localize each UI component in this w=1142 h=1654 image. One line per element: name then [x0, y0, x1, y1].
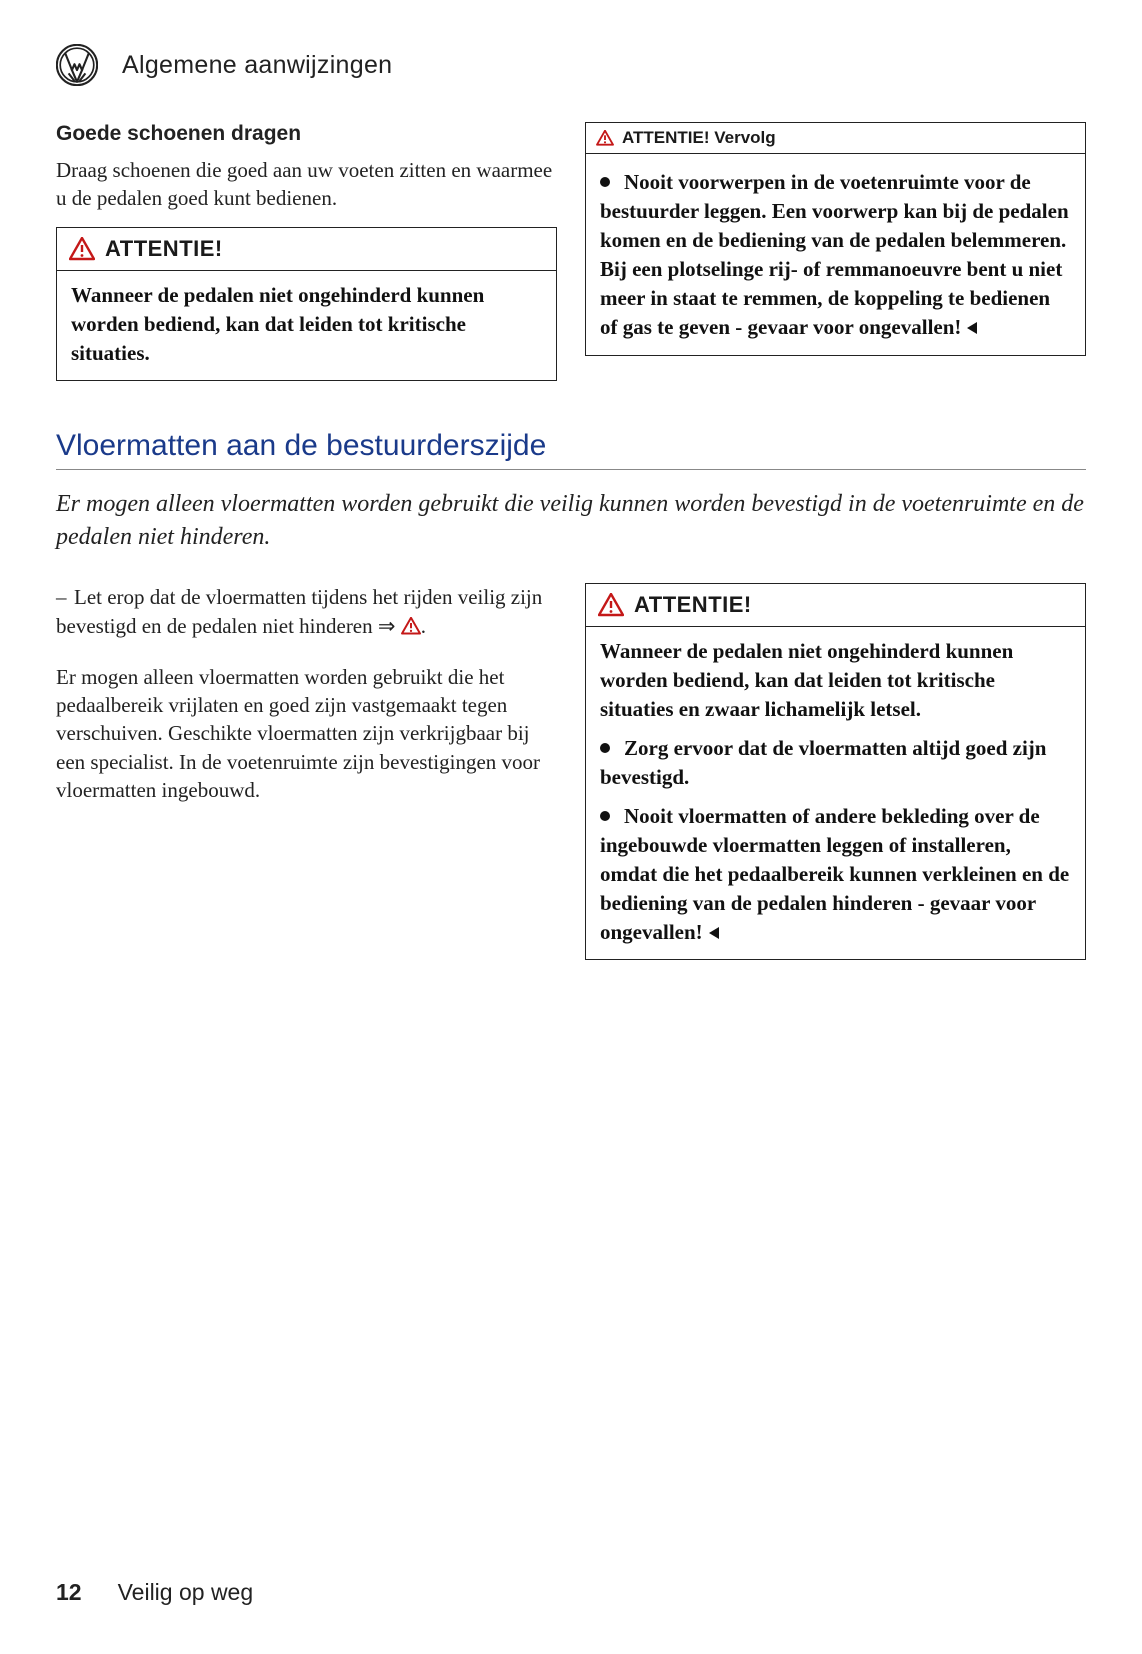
col-left-2: –Let erop dat de vloermatten tijdens het…: [56, 583, 557, 975]
section-intro: Er mogen alleen vloermatten worden gebru…: [56, 488, 1086, 555]
subhead-shoes: Goede schoenen dragen: [56, 122, 557, 146]
attentie-bullet-2: Nooit vloermatten of andere bekleding ov…: [600, 802, 1071, 948]
warning-triangle-icon: [69, 237, 95, 261]
page-footer: 12 Veilig op weg: [56, 1579, 253, 1606]
warning-triangle-icon: [598, 593, 624, 617]
dash-text-post: .: [421, 614, 426, 638]
footer-section: Veilig op weg: [118, 1579, 254, 1606]
attentie-cont-label: ATTENTIE! Vervolg: [622, 128, 776, 148]
body-floormats: Er mogen alleen vloermatten worden gebru…: [56, 663, 557, 805]
attentie-text: Wanneer de pedalen niet ongehinderd kunn…: [71, 281, 542, 368]
dash-text-pre: Let erop dat de vloermatten tijdens het …: [56, 585, 542, 638]
col-right-2: ATTENTIE! Wanneer de pedalen niet ongehi…: [585, 583, 1086, 975]
bullet-icon: [600, 811, 610, 821]
bullet-text: Zorg ervoor dat de vloermatten altijd go…: [600, 736, 1046, 789]
bullet-icon: [600, 743, 610, 753]
page-header: Algemene aanwijzingen: [56, 44, 1086, 86]
dash-icon: –: [56, 583, 74, 612]
page-number: 12: [56, 1579, 82, 1606]
section-heading-floormats: Vloermatten aan de bestuurderszijde: [56, 429, 1086, 470]
attentie-cont-body: Nooit voorwerpen in de voetenruimte voor…: [586, 154, 1085, 355]
attentie-cont-bullet: Nooit voorwerpen in de voetenruimte voor…: [600, 168, 1071, 343]
dash-item: –Let erop dat de vloermatten tijdens het…: [56, 583, 557, 641]
end-mark-icon: [965, 314, 979, 343]
chapter-title: Algemene aanwijzingen: [122, 51, 392, 80]
warning-triangle-icon: [401, 614, 421, 638]
body-shoes: Draag schoenen die goed aan uw voeten zi…: [56, 156, 557, 213]
col-left: Goede schoenen dragen Draag schoenen die…: [56, 122, 557, 395]
attentie-label-2: ATTENTIE!: [634, 592, 752, 618]
vw-logo-icon: [56, 44, 98, 86]
end-mark-icon: [707, 919, 721, 948]
attentie-box-2: ATTENTIE! Wanneer de pedalen niet ongehi…: [585, 583, 1086, 961]
bullet-icon: [600, 177, 610, 187]
section-shoes-row: Goede schoenen dragen Draag schoenen die…: [56, 122, 1086, 395]
bullet-text: Nooit voorwerpen in de voetenruimte voor…: [600, 170, 1069, 339]
attentie-body: Wanneer de pedalen niet ongehinderd kunn…: [57, 271, 556, 380]
col-right: ATTENTIE! Vervolg Nooit voorwerpen in de…: [585, 122, 1086, 395]
bullet-text: Nooit vloermatten of andere bekleding ov…: [600, 804, 1069, 944]
attentie-continuation-box: ATTENTIE! Vervolg Nooit voorwerpen in de…: [585, 122, 1086, 356]
attentie-cont-header: ATTENTIE! Vervolg: [586, 123, 1085, 154]
attentie-text-2: Wanneer de pedalen niet ongehinderd kunn…: [600, 637, 1071, 724]
attentie-label: ATTENTIE!: [105, 236, 223, 262]
attentie-header-2: ATTENTIE!: [586, 584, 1085, 627]
attentie-header: ATTENTIE!: [57, 228, 556, 271]
section-floormats-row: –Let erop dat de vloermatten tijdens het…: [56, 583, 1086, 975]
attentie-box-1: ATTENTIE! Wanneer de pedalen niet ongehi…: [56, 227, 557, 381]
warning-triangle-icon: [596, 130, 614, 146]
attentie-bullet-1: Zorg ervoor dat de vloermatten altijd go…: [600, 734, 1071, 792]
attentie-body-2: Wanneer de pedalen niet ongehinderd kunn…: [586, 627, 1085, 960]
